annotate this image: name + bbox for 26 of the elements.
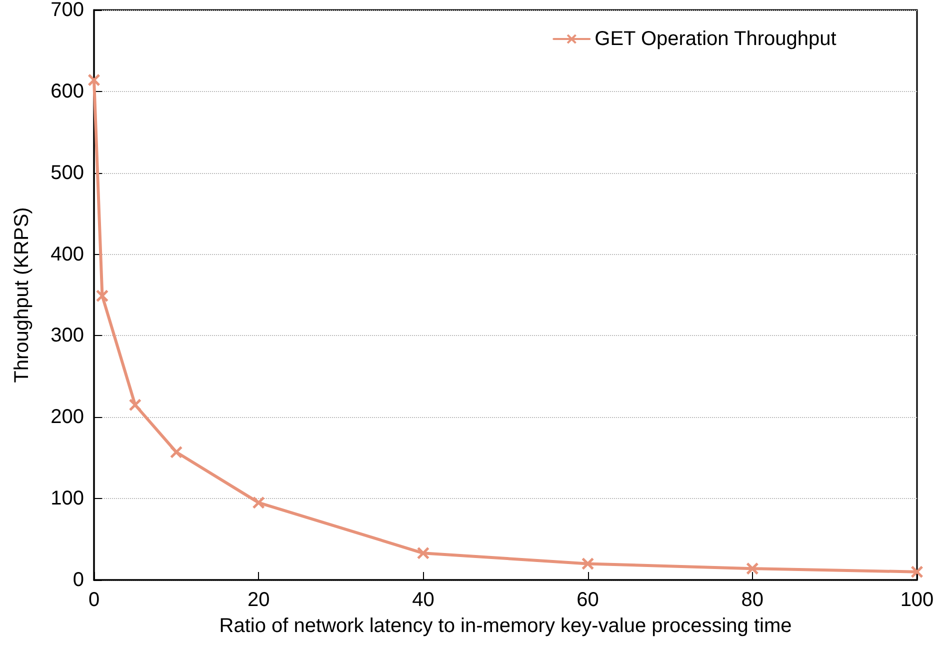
y-tick-label: 200 — [50, 406, 84, 428]
y-tick-label: 100 — [50, 488, 84, 510]
point — [582, 558, 594, 570]
x-tick-label: 20 — [247, 589, 270, 611]
point — [417, 547, 430, 560]
point — [129, 398, 142, 411]
x-tick-label: 80 — [741, 589, 764, 611]
x-axis-title: Ratio of network latency to in-memory key-value processing time — [219, 615, 792, 637]
y-tick-label: 700 — [50, 0, 84, 21]
point — [252, 496, 265, 509]
point — [170, 446, 182, 458]
point — [88, 74, 100, 86]
y-axis-title: Throughput (KRPS) — [11, 207, 33, 383]
x-tick-label: 60 — [576, 589, 599, 611]
y-tick-label: 0 — [72, 569, 84, 591]
y-tick-label: 500 — [50, 162, 84, 184]
point — [746, 562, 758, 575]
point — [96, 290, 108, 302]
point — [911, 566, 923, 578]
y-tick-label: 600 — [50, 80, 84, 102]
x-tick-label: 40 — [412, 589, 434, 611]
y-tick-label: 300 — [50, 324, 84, 347]
legend-label: GET Operation Throughput — [594, 28, 837, 50]
y-tick-label: 400 — [50, 243, 84, 266]
x-tick-label: 0 — [88, 589, 100, 611]
x-tick-label: 100 — [900, 589, 934, 611]
